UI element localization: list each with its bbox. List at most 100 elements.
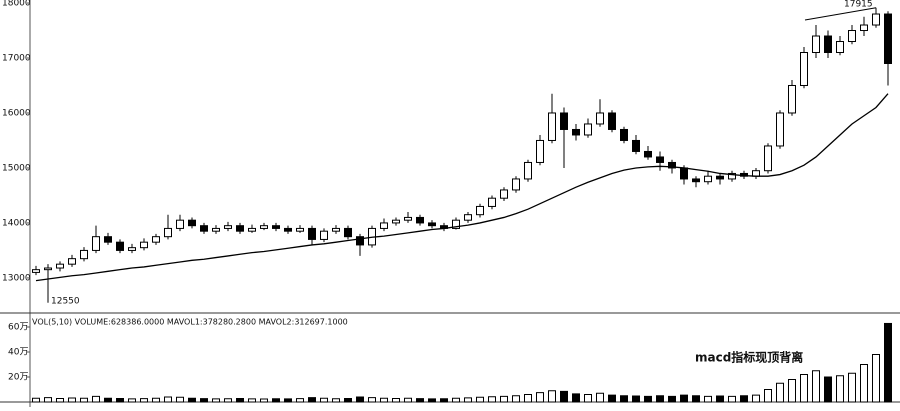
y-tick-label: 17000	[2, 54, 31, 64]
volume-bar	[464, 397, 472, 403]
candle-body	[164, 227, 172, 238]
volume-bar	[500, 395, 508, 403]
candle-body	[68, 258, 76, 265]
volume-bar	[212, 398, 220, 403]
candle-body	[356, 236, 364, 246]
candle-body	[680, 167, 688, 180]
volume-bar	[548, 390, 556, 403]
volume-bar	[572, 393, 580, 403]
ma-line	[35, 93, 889, 282]
candle-body	[716, 175, 724, 180]
volume-bar	[812, 370, 820, 403]
candle-body	[188, 219, 196, 227]
candle-body	[104, 236, 112, 243]
volume-bar	[404, 397, 412, 403]
volume-bar	[680, 394, 688, 403]
candle-body	[548, 112, 556, 141]
volume-bar	[308, 397, 316, 403]
candle-body	[152, 236, 160, 243]
candle-body	[800, 52, 808, 86]
volume-bar	[188, 397, 196, 403]
volume-bar	[116, 398, 124, 403]
candle-body	[224, 225, 232, 229]
volume-bar	[200, 398, 208, 403]
candle-body	[812, 35, 820, 54]
trend-line	[804, 7, 877, 21]
volume-bar	[488, 396, 496, 403]
volume-bar	[68, 397, 76, 403]
candle-body	[80, 249, 88, 260]
candle-body	[296, 227, 304, 232]
candle-body	[836, 41, 844, 54]
volume-bar	[764, 389, 772, 403]
candle-body	[380, 222, 388, 229]
candle-body	[272, 225, 280, 229]
volume-bar	[296, 398, 304, 403]
candle-body	[416, 216, 424, 224]
y-tick-label: 13000	[2, 273, 31, 283]
volume-bar	[728, 395, 736, 403]
volume-bar	[752, 394, 760, 403]
candle-body	[644, 150, 652, 158]
volume-bar	[656, 395, 664, 403]
candle-body	[260, 225, 268, 229]
volume-bar	[224, 398, 232, 403]
candle-body	[200, 225, 208, 232]
candle-body	[284, 227, 292, 232]
volume-bar	[512, 395, 520, 403]
volume-bar	[392, 398, 400, 403]
candle-body	[788, 84, 796, 114]
volume-bar	[80, 397, 88, 403]
volume-bar	[596, 392, 604, 403]
volume-bar	[884, 322, 892, 403]
candle-body	[320, 230, 328, 240]
y-tick-label: 14000	[2, 218, 31, 228]
volume-bar	[284, 398, 292, 403]
candle-body	[848, 30, 856, 43]
volume-bar	[620, 395, 628, 403]
volume-bar	[344, 398, 352, 403]
high-label: 17915	[844, 0, 873, 10]
candle-body	[332, 227, 340, 232]
candle-body	[704, 175, 712, 183]
candle-body	[140, 241, 148, 249]
candle-body	[884, 13, 892, 64]
candle-body	[824, 35, 832, 54]
candle-body	[512, 178, 520, 191]
candle-body	[608, 112, 616, 130]
candle-body	[656, 156, 664, 163]
candle-body	[572, 128, 580, 136]
annotation: macd指标现顶背离	[695, 350, 803, 365]
volume-bar	[176, 396, 184, 403]
volume-bar	[476, 396, 484, 403]
candle-body	[668, 161, 676, 169]
candle-body	[212, 227, 220, 232]
candle-body	[728, 172, 736, 180]
y-tick-label: 15000	[2, 163, 31, 173]
candle-body	[860, 24, 868, 32]
candle-body	[176, 219, 184, 229]
volume-bar	[272, 398, 280, 403]
candle-body	[308, 227, 316, 240]
candle-body	[404, 216, 412, 221]
volume-bar	[524, 394, 532, 403]
candle-body	[236, 225, 244, 232]
candle-body	[524, 161, 532, 180]
volume-bar	[584, 394, 592, 403]
volume-bar	[740, 395, 748, 403]
volume-bar	[440, 398, 448, 403]
volume-bar	[380, 397, 388, 403]
candle-body	[452, 219, 460, 229]
volume-bar	[452, 397, 460, 403]
candle-body	[584, 123, 592, 136]
y-tick-label: 20万	[8, 373, 28, 383]
candle-body	[116, 241, 124, 251]
volume-bar	[428, 398, 436, 403]
volume-bar	[152, 397, 160, 403]
volume-bar	[248, 398, 256, 403]
candle-body	[620, 128, 628, 141]
candle-body	[500, 189, 508, 199]
